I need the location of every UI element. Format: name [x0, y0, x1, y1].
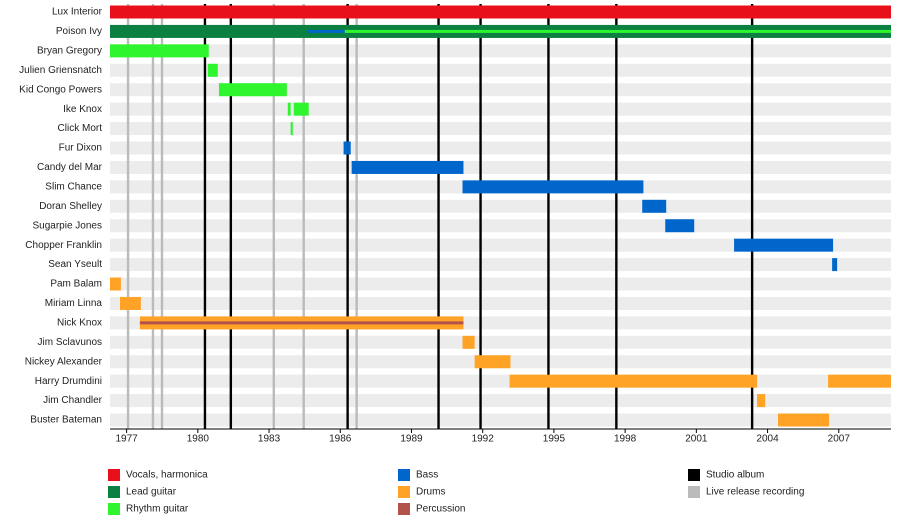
member-bar: [110, 5, 891, 19]
x-tick-label: 1986: [329, 434, 352, 445]
legend-label: Percussion: [416, 504, 465, 515]
member-name: Slim Chance: [45, 182, 102, 193]
x-tick-label: 2007: [828, 434, 851, 445]
member-name: Miriam Linna: [45, 298, 103, 309]
role-stripe: [307, 29, 345, 33]
x-tick-label: 1989: [400, 434, 423, 445]
member-bar: [757, 394, 766, 408]
member-bar: [509, 374, 758, 388]
legend-label: Studio album: [706, 470, 764, 481]
member-name: Doran Shelley: [39, 201, 102, 212]
row-band: [110, 141, 891, 155]
row-band: [110, 258, 891, 272]
x-tick-label: 1992: [472, 434, 495, 445]
member-name: Buster Bateman: [30, 415, 102, 426]
member-name: Click Mort: [58, 123, 103, 134]
row-band: [110, 374, 891, 388]
member-name: Poison Ivy: [56, 26, 102, 37]
row-band: [110, 63, 891, 77]
row-band: [110, 160, 891, 174]
legend-swatch: [688, 486, 700, 498]
row-band: [110, 238, 891, 252]
member-name: Lux Interior: [52, 7, 103, 18]
legend-label: Lead guitar: [126, 487, 177, 498]
member-bar: [290, 122, 293, 136]
role-stripe: [344, 29, 891, 33]
member-bar: [343, 141, 351, 155]
member-bar: [287, 102, 291, 116]
x-tick-label: 2001: [685, 434, 708, 445]
legend-label: Live release recording: [706, 487, 804, 498]
row-band: [110, 413, 891, 427]
member-bar: [207, 63, 218, 77]
member-name: Bryan Gregory: [37, 46, 102, 57]
member-name: Julien Griensnatch: [19, 65, 102, 76]
member-name: Sugarpie Jones: [33, 220, 103, 231]
role-stripe: [139, 321, 464, 325]
member-bar: [218, 83, 287, 97]
member-name: Jim Sclavunos: [38, 337, 102, 348]
member-bar: [119, 296, 141, 310]
member-bar: [293, 102, 309, 116]
member-bar: [832, 258, 838, 272]
x-tick-label: 1983: [258, 434, 281, 445]
x-tick-label: 1995: [543, 434, 566, 445]
x-tick-label: 1977: [115, 434, 138, 445]
member-bar: [778, 413, 830, 427]
member-name: Chopper Franklin: [25, 240, 102, 251]
legend-swatch: [108, 469, 120, 481]
member-bar: [474, 355, 511, 369]
legend-swatch: [108, 503, 120, 515]
member-bar: [110, 44, 209, 58]
member-bar: [462, 335, 475, 349]
row-band: [110, 44, 891, 58]
member-name: Ike Knox: [63, 104, 102, 115]
member-name: Harry Drumdini: [35, 376, 102, 387]
legend-swatch: [108, 486, 120, 498]
member-name: Pam Balam: [50, 279, 102, 290]
member-name: Sean Yseult: [48, 259, 102, 270]
legend-label: Bass: [416, 470, 438, 481]
member-bar: [351, 160, 464, 174]
member-name: Jim Chandler: [43, 395, 103, 406]
row-band: [110, 219, 891, 233]
row-band: [110, 277, 891, 291]
member-name: Kid Congo Powers: [19, 84, 102, 95]
legend-label: Drums: [416, 487, 445, 498]
row-band: [110, 335, 891, 349]
legend-swatch: [398, 503, 410, 515]
member-bar: [110, 277, 121, 291]
member-bar: [462, 180, 644, 194]
row-band: [110, 199, 891, 213]
member-name: Nick Knox: [57, 318, 102, 329]
row-band: [110, 102, 891, 116]
member-name: Fur Dixon: [59, 143, 102, 154]
x-tick-label: 1980: [187, 434, 210, 445]
row-band: [110, 296, 891, 310]
member-bar: [665, 219, 695, 233]
legend-swatch: [398, 486, 410, 498]
row-band: [110, 394, 891, 408]
member-bar: [828, 374, 891, 388]
row-band: [110, 122, 891, 136]
legend-label: Vocals, harmonica: [126, 470, 208, 481]
x-tick-label: 2004: [756, 434, 779, 445]
legend-label: Rhythm guitar: [126, 504, 189, 515]
row-band: [110, 83, 891, 97]
member-bar: [734, 238, 834, 252]
member-bar: [642, 199, 667, 213]
member-name: Nickey Alexander: [25, 356, 103, 367]
legend-swatch: [398, 469, 410, 481]
x-tick-label: 1998: [614, 434, 637, 445]
legend-swatch: [688, 469, 700, 481]
member-name: Candy del Mar: [37, 162, 103, 173]
